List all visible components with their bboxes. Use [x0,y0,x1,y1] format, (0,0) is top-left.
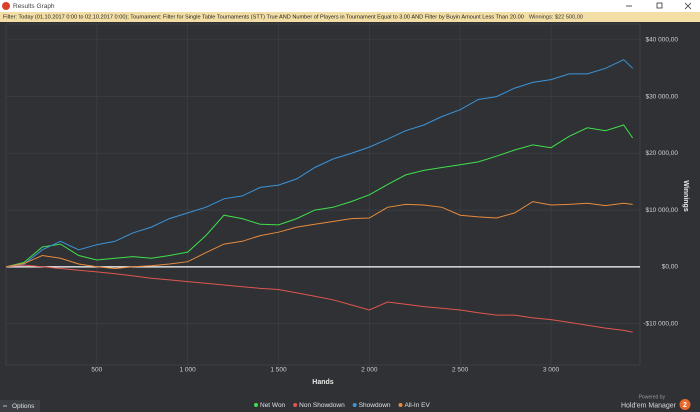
y-tick-label: -$10 000,00 [643,320,678,327]
series-line [5,264,633,333]
y-axis-title: Winnings [682,180,689,212]
brand-name: Hold'em Manager [621,402,677,409]
close-button[interactable] [684,2,692,10]
powered-by: Powered by [639,394,666,400]
legend-marker [254,403,258,407]
plot-frame [5,23,641,366]
y-tick-label: $0,00 [662,264,679,271]
x-tick-label: 500 [91,367,102,374]
filter-winnings: Winnings: $22 500,00 [529,15,583,21]
x-axis-title: Hands [312,379,334,386]
legend-label: Showdown [359,402,391,409]
window-title: Results Graph [13,3,55,10]
title-bar [0,0,700,12]
options-button[interactable] [0,400,40,412]
y-tick-label: $30 000,00 [645,93,678,100]
legend-label: Non Showdown [299,402,345,409]
filter-text: Filter: Today (01.10.2017 0:00 to 02.10.… [3,15,524,21]
legend-label: All-In EV [405,402,431,409]
series-line [5,59,634,268]
plot: 500 1 000 1 500 2 000 2 500 3 000 $40 000,00 $3… [5,23,679,374]
brand-badge [679,399,691,410]
x-tick-label: 2 500 [452,367,469,374]
x-tick-label: 1 500 [270,367,287,374]
legend: Net Won Non Showdown Showdown All-In EV [254,402,430,409]
legend-marker [398,403,403,407]
x-tick-label: 3 000 [543,367,560,374]
series-line [5,124,634,268]
filter-bar [0,12,700,22]
legend-marker [293,403,298,407]
legend-marker [352,403,357,407]
y-tick-label: $20 000,00 [645,150,678,157]
x-tick-label: 1 000 [180,367,197,374]
y-tick-label: $40 000,00 [645,37,678,44]
options-label: Options [12,403,35,410]
brand-version: 2 [683,402,687,409]
series-line [5,201,633,270]
x-tick-label: 2 000 [361,367,378,374]
y-tick-label: $10 000,00 [645,207,678,214]
legend-label: Net Won [260,402,286,409]
app-icon [2,2,10,10]
maximize-button[interactable] [656,2,663,9]
